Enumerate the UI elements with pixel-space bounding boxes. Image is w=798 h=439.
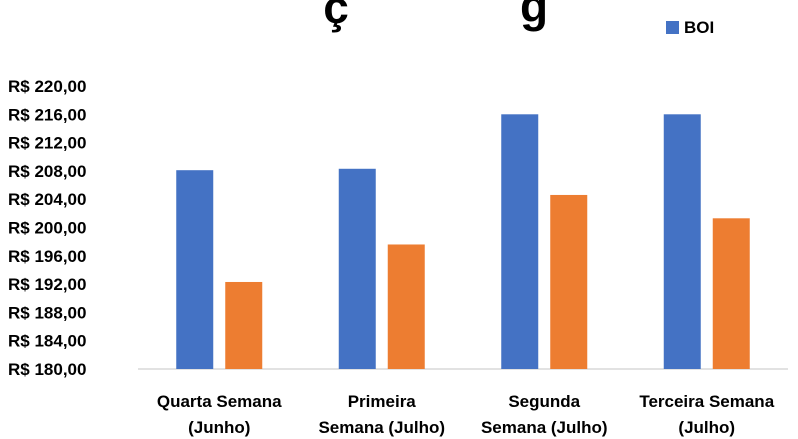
bar-series-2-category-4: [712, 218, 750, 369]
bar-series-2-category-3: [550, 194, 588, 369]
bar-series-1-category-1: [176, 170, 214, 369]
x-category-label: Primeira: [348, 392, 417, 411]
bar-series-2-category-2: [387, 244, 425, 369]
y-tick-label: R$ 192,00: [8, 275, 86, 294]
chart-title-fragment: ç: [323, 0, 349, 33]
y-tick-label: R$ 208,00: [8, 162, 86, 181]
x-category-label: (Julho): [678, 418, 735, 437]
x-category-label: Segunda: [508, 392, 580, 411]
legend-swatch: [666, 21, 679, 34]
y-tick-label: R$ 204,00: [8, 190, 86, 209]
x-category-label: Quarta Semana: [157, 392, 282, 411]
y-tick-label: R$ 196,00: [8, 247, 86, 266]
y-tick-label: R$ 216,00: [8, 105, 86, 124]
y-axis-ticks: R$ 180,00 R$ 184,00 R$ 188,00 R$ 192,00 R$ 1…: [8, 77, 86, 379]
bar-series-1-category-3: [501, 114, 539, 369]
y-tick-label: R$ 220,00: [8, 77, 86, 96]
bar-series-1-category-4: [663, 114, 701, 369]
x-category-label: Semana (Julho): [318, 418, 445, 437]
y-tick-label: R$ 180,00: [8, 360, 86, 379]
y-tick-label: R$ 188,00: [8, 303, 86, 322]
legend: BOI: [666, 18, 714, 37]
x-category-label: Semana (Julho): [481, 418, 608, 437]
chart-title-fragment: g: [520, 0, 548, 32]
y-tick-label: R$ 212,00: [8, 134, 86, 153]
bar-series-2-category-1: [225, 281, 263, 369]
bars: [176, 114, 750, 369]
y-tick-label: R$ 184,00: [8, 332, 86, 351]
legend-label: BOI: [684, 18, 714, 37]
x-category-label: Terceira Semana: [639, 392, 774, 411]
x-axis-categories: Quarta Semana (Junho) Primeira Semana (Julh…: [157, 392, 775, 437]
y-tick-label: R$ 200,00: [8, 219, 86, 238]
x-category-label: (Junho): [188, 418, 250, 437]
bar-series-1-category-2: [338, 168, 376, 369]
